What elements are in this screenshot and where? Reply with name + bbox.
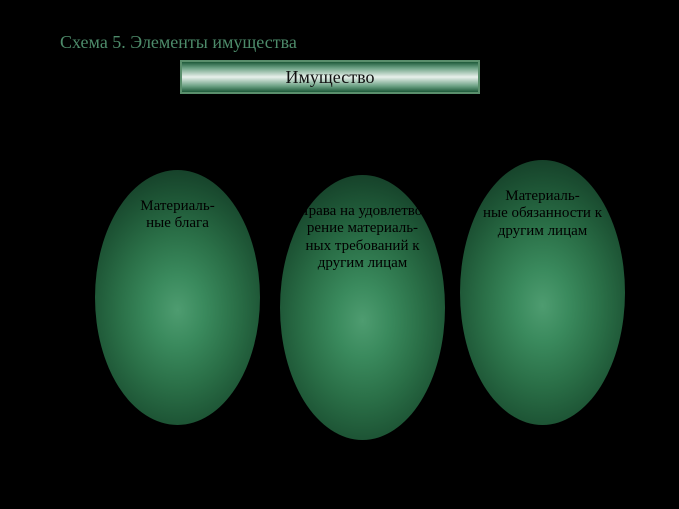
node-left: Материаль-ные блага [95, 170, 260, 425]
node-right-label: Материаль-ные обязанности к другим лицам [477, 188, 609, 240]
node-left-label: Материаль-ные блага [140, 198, 214, 233]
node-middle-label: Права на удовлетво-рение материаль-ных т… [297, 203, 429, 272]
node-middle: Права на удовлетво-рение материаль-ных т… [280, 175, 445, 440]
diagram-title: Схема 5. Элементы имущества [60, 32, 297, 53]
node-right: Материаль-ные обязанности к другим лицам [460, 160, 625, 425]
root-node: Имущество [180, 60, 480, 94]
root-node-label: Имущество [286, 67, 375, 87]
